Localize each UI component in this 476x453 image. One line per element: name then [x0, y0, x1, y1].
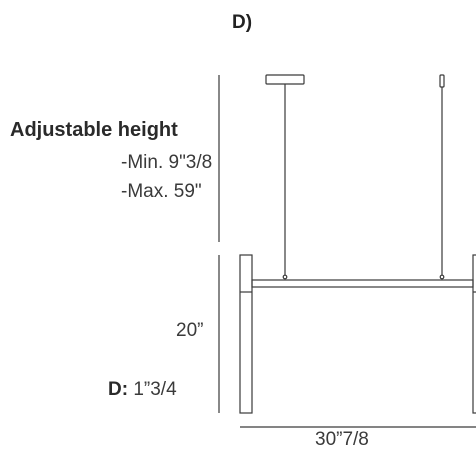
adjustable-height-min: -Min. 9"3/8 [121, 152, 213, 173]
cable-clip-left [282, 274, 288, 280]
fixture-horizontal-bar [251, 279, 474, 288]
ceiling-canopy-icon [265, 74, 305, 85]
fixture-right-bar [472, 254, 476, 414]
diameter-value: 1”3/4 [133, 379, 177, 400]
cable-clip-right [439, 274, 445, 280]
width-dimension-label: 30”7/8 [315, 429, 369, 450]
cable-anchor-icon [439, 74, 445, 88]
variant-label: D) [232, 12, 253, 33]
adjustable-height-title: Adjustable height [10, 119, 178, 141]
diameter-label: D: 1”3/4 [108, 380, 177, 399]
fixture-height-label: 20” [176, 320, 204, 341]
pendant-fixture-icon [239, 254, 253, 414]
adjustable-height-max: -Max. 59" [121, 181, 202, 202]
diameter-key: D: [108, 379, 129, 400]
